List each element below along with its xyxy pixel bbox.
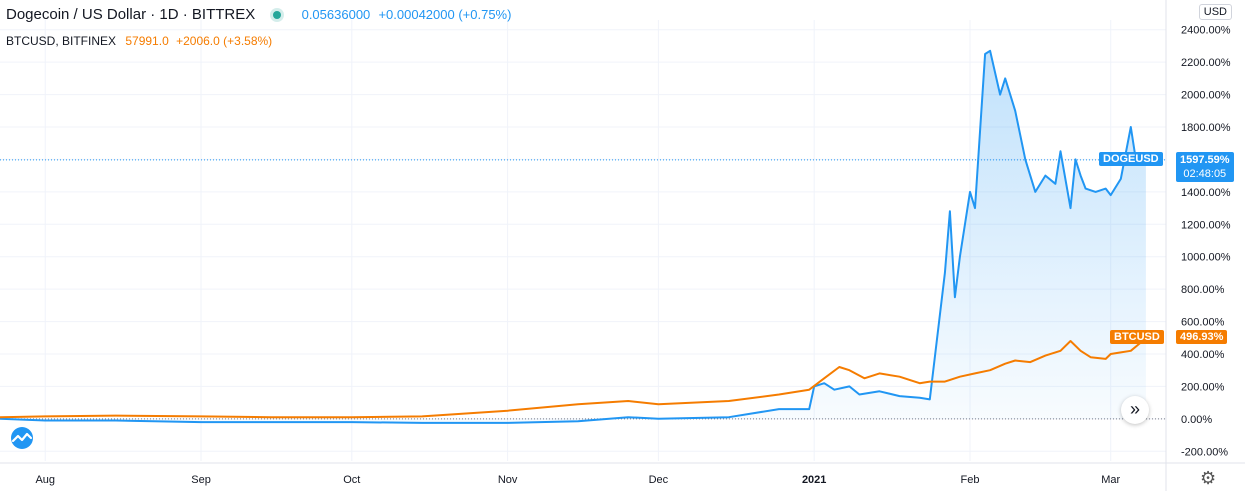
doge-change: +0.00042000 (+0.75%) — [378, 7, 512, 22]
doge-value-text: 1597.59% — [1180, 153, 1230, 166]
y-tick-label: 2400.00% — [1181, 25, 1231, 37]
dogeusd-area — [0, 50, 1146, 423]
doge-series-label: DOGEUSD — [1099, 151, 1163, 166]
y-tick-label: 1400.00% — [1181, 187, 1231, 199]
chart-legend-main: Dogecoin / US Dollar · 1D · BITTREX 0.05… — [6, 6, 511, 23]
y-tick-label: 2000.00% — [1181, 90, 1231, 102]
x-tick-label: Feb — [961, 474, 980, 486]
y-tick-label: 200.00% — [1181, 381, 1225, 393]
symbol-title[interactable]: Dogecoin / US Dollar · 1D · BITTREX — [6, 6, 256, 23]
dogeusd-line[interactable] — [0, 49, 1147, 424]
y-tick-label: -200.00% — [1181, 446, 1228, 458]
area-layer — [0, 50, 1146, 423]
x-tick-label: 2021 — [802, 474, 826, 486]
y-tick-label: 400.00% — [1181, 349, 1225, 361]
chart-legend-compare: BTCUSD, BITFINEX 57991.0 +2006.0 (+3.58%… — [6, 34, 272, 48]
market-status-icon — [273, 10, 282, 19]
x-tick-label: Oct — [343, 474, 360, 486]
y-tick-label: 1800.00% — [1181, 122, 1231, 134]
btcusd-line[interactable] — [0, 337, 1147, 419]
btc-last-value: 496.93% — [1176, 330, 1228, 345]
x-tick-label: Nov — [498, 474, 518, 486]
btc-change: +2006.0 (+3.58%) — [176, 34, 273, 48]
scroll-to-realtime-button[interactable]: » — [1121, 396, 1149, 424]
y-tick-label: 800.00% — [1181, 284, 1225, 296]
compare-symbol[interactable]: BTCUSD, BITFINEX — [6, 34, 117, 48]
double-chevron-right-icon: » — [1129, 399, 1140, 419]
y-tick-label: 600.00% — [1181, 317, 1225, 329]
x-tick-label: Mar — [1101, 474, 1120, 486]
x-tick-label: Sep — [191, 474, 211, 486]
y-tick-label: 1000.00% — [1181, 252, 1231, 264]
y-tick-label: 0.00% — [1181, 414, 1212, 426]
currency-button[interactable]: USD — [1198, 4, 1232, 20]
series-layer — [0, 49, 1147, 424]
y-tick-label: 1200.00% — [1181, 219, 1231, 231]
x-tick-label: Dec — [649, 474, 669, 486]
btc-series-label: BTCUSD — [1110, 330, 1164, 345]
grid-lines — [0, 20, 1166, 461]
x-tick-label: Aug — [35, 474, 55, 486]
tradingview-logo-icon[interactable] — [8, 427, 36, 449]
doge-countdown: 02:48:05 — [1183, 167, 1227, 180]
doge-last-value: 1597.59% 02:48:05 — [1176, 151, 1234, 182]
doge-price: 0.05636000 — [301, 7, 371, 22]
btc-price: 57991.0 — [125, 34, 169, 48]
y-tick-label: 2200.00% — [1181, 57, 1231, 69]
gear-icon[interactable]: ⚙ — [1200, 468, 1217, 488]
